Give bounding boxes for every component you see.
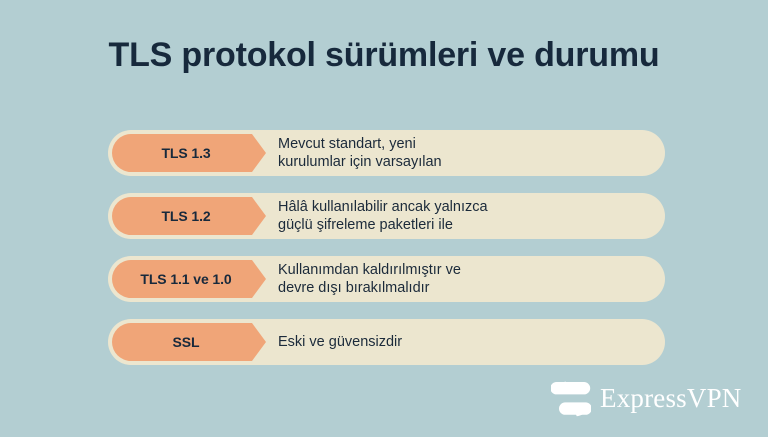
description-line: güçlü şifreleme paketleri ile — [278, 217, 453, 233]
description-line: Kullanımdan kaldırılmıştır ve — [278, 262, 461, 278]
description-line: devre dışı bırakılmalıdır — [278, 280, 430, 296]
expressvpn-logo: ExpressVPN — [551, 380, 742, 418]
page-title: TLS protokol sürümleri ve durumu — [108, 36, 660, 74]
protocol-tag-label: SSL — [172, 334, 200, 350]
expressvpn-e-mark-icon — [551, 381, 591, 417]
list-item: TLS 1.1 ve 1.0 Kullanımdan kaldırılmıştı… — [108, 256, 665, 302]
protocol-description: Hâlâ kullanılabilir ancak yalnızca güçlü… — [278, 198, 647, 234]
list-item: TLS 1.2 Hâlâ kullanılabilir ancak yalnız… — [108, 193, 665, 239]
description-line: kurulumlar için varsayılan — [278, 154, 442, 170]
protocol-tag-label: TLS 1.1 ve 1.0 — [140, 271, 232, 287]
protocol-tag: SSL — [112, 323, 266, 361]
expressvpn-wordmark: ExpressVPN — [600, 382, 742, 413]
list-item: SSL Eski ve güvensizdir — [108, 319, 665, 365]
protocol-list: TLS 1.3 Mevcut standart, yeni kurulumlar… — [108, 130, 665, 382]
description-line: Eski ve güvensizdir — [278, 334, 403, 350]
protocol-tag: TLS 1.2 — [112, 197, 266, 235]
protocol-tag-label: TLS 1.3 — [161, 145, 211, 161]
protocol-description: Eski ve güvensizdir — [278, 333, 647, 351]
protocol-tag-label: TLS 1.2 — [161, 208, 211, 224]
protocol-description: Mevcut standart, yeni kurulumlar için va… — [278, 135, 647, 171]
description-line: Hâlâ kullanılabilir ancak yalnızca — [278, 199, 488, 215]
list-item: TLS 1.3 Mevcut standart, yeni kurulumlar… — [108, 130, 665, 176]
description-line: Mevcut standart, yeni — [278, 136, 416, 152]
protocol-tag: TLS 1.1 ve 1.0 — [112, 260, 266, 298]
protocol-tag: TLS 1.3 — [112, 134, 266, 172]
protocol-description: Kullanımdan kaldırılmıştır ve devre dışı… — [278, 261, 647, 297]
